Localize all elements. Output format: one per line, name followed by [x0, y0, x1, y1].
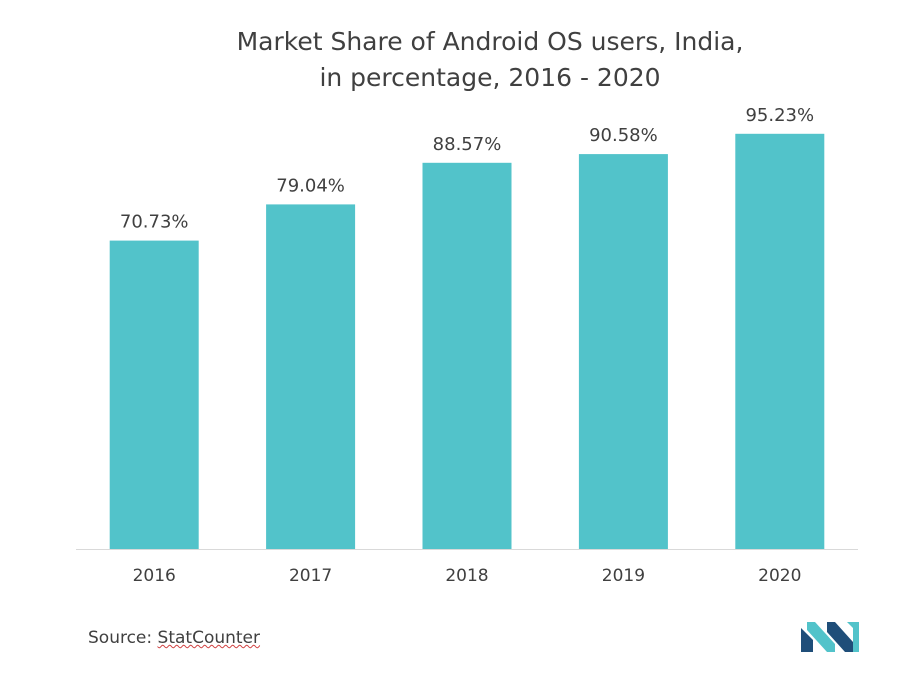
- logo-left-shape: [801, 628, 813, 652]
- data-label-2018: 88.57%: [433, 134, 502, 155]
- chart-title-line-1: Market Share of Android OS users, India,: [236, 27, 744, 56]
- bar-chart: 70.73%79.04%88.57% 90.58%95.23% 2016 2017 2…: [76, 105, 858, 586]
- bar-2020: [735, 133, 825, 550]
- x-tick-labels-group: 2016 2017 2018 2019 2020: [133, 566, 802, 586]
- chart-title-line-2: in percentage, 2016 - 2020: [319, 63, 661, 92]
- mordor-logo-icon: [801, 622, 859, 652]
- bar-2016: [109, 240, 199, 549]
- data-label-2016: 70.73%: [120, 212, 189, 233]
- x-tick-label-2020: 2020: [758, 566, 801, 586]
- source-link[interactable]: StatCounter: [157, 628, 261, 648]
- logo-far-right-shape: [847, 622, 859, 652]
- bar-2017: [266, 204, 356, 549]
- bar-2019: [578, 154, 668, 549]
- source-prefix: Source:: [88, 628, 158, 648]
- data-labels-group: 70.73% 79.04% 88.57% 90.58% 95.23%: [120, 105, 814, 233]
- bar-2018: [422, 162, 512, 550]
- x-tick-label-2017: 2017: [289, 566, 332, 586]
- source-note: Source: StatCounter: [88, 628, 260, 648]
- x-tick-label-2018: 2018: [445, 566, 488, 586]
- logo-middle-shape: [807, 622, 835, 652]
- data-label-2020: 95.23%: [745, 105, 814, 126]
- logo-right-shape: [827, 622, 853, 652]
- data-label-2019: 90.58%: [589, 125, 658, 146]
- x-tick-label-2019: 2019: [602, 566, 645, 586]
- bars-group: [109, 133, 825, 550]
- x-tick-label-2016: 2016: [133, 566, 176, 586]
- data-label-2017: 79.04%: [276, 175, 345, 196]
